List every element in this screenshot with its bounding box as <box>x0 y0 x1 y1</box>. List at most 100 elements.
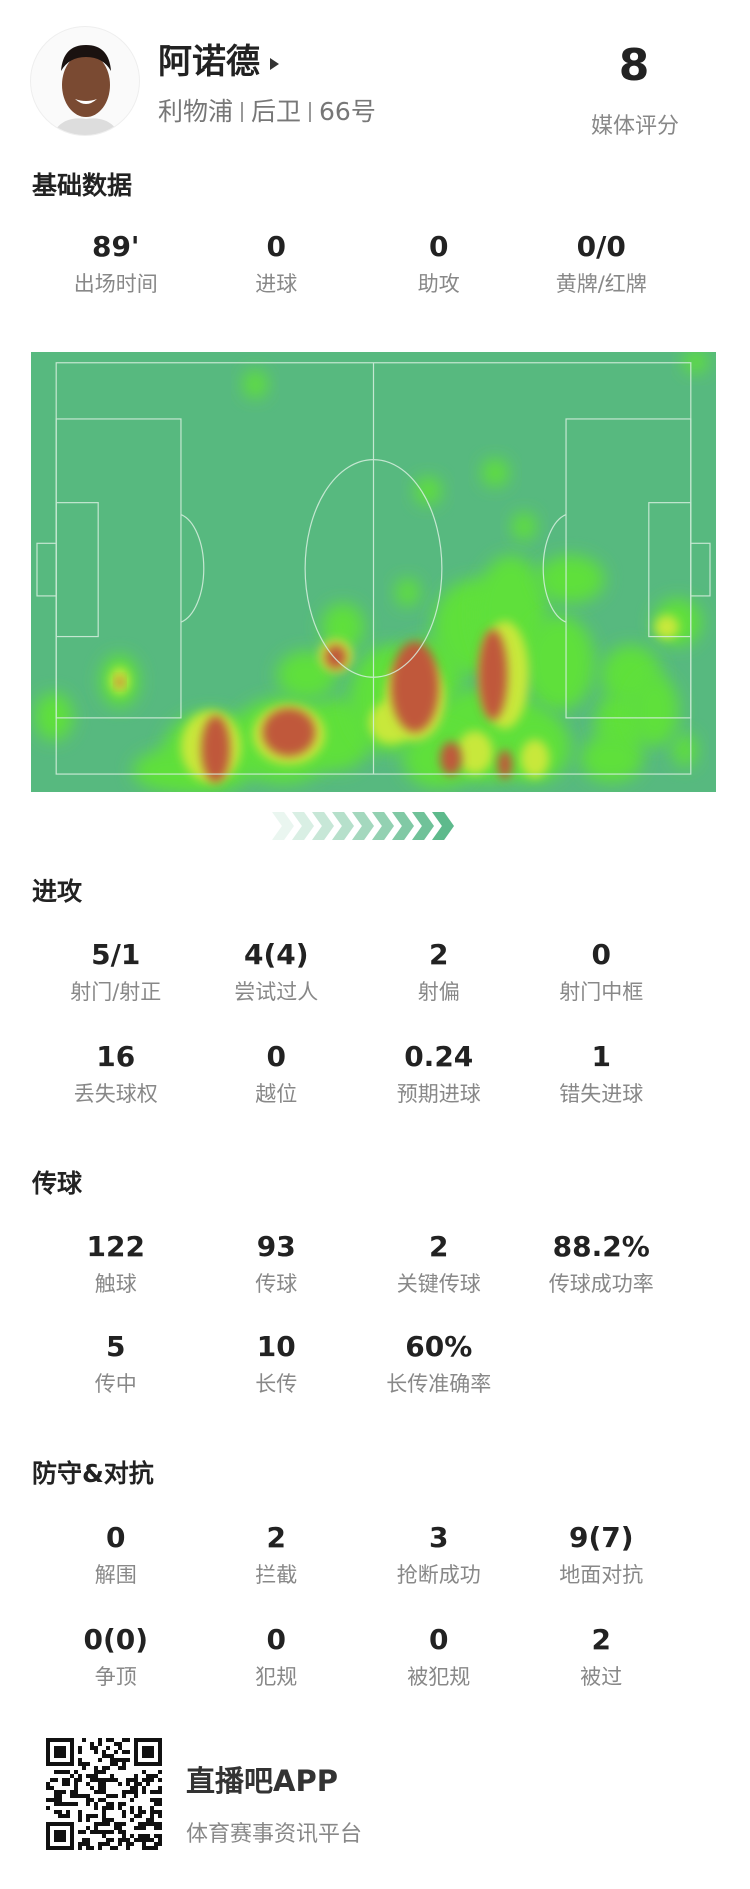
heat-blob-low <box>482 458 509 488</box>
stat-value: 4(4) <box>243 938 309 971</box>
heat-blob-low <box>537 555 605 604</box>
stat-label: 进球 <box>255 272 298 296</box>
stat-item: 0 解围 <box>22 1521 210 1589</box>
heat-blob-high <box>201 715 231 783</box>
chevron-right-icon <box>312 812 334 840</box>
stat-label: 助攻 <box>417 272 460 296</box>
stat-item: 1 错失进球 <box>508 1040 696 1108</box>
section-title-attack: 进攻 <box>32 877 83 906</box>
stat-label: 长传准确率 <box>386 1372 492 1396</box>
stat-label: 传中 <box>94 1372 137 1396</box>
stat-item: 2 关键传球 <box>345 1230 533 1298</box>
heat-blob-low <box>243 369 268 399</box>
stat-item: 89' 出场时间 <box>22 230 210 298</box>
position: 后卫 <box>251 97 302 126</box>
stat-label: 越位 <box>255 1082 298 1106</box>
stat-label: 拦截 <box>255 1563 298 1587</box>
stat-item: 0/0 黄牌/红牌 <box>508 230 696 298</box>
stat-item: 0 犯规 <box>183 1623 371 1691</box>
stat-item: 0 射门中框 <box>508 938 696 1006</box>
heat-blob-low <box>683 349 708 374</box>
stat-value: 5 <box>106 1330 126 1363</box>
stat-item: 2 射偏 <box>345 938 533 1006</box>
heat-blob-low <box>395 577 420 607</box>
stat-value: 0 <box>266 1623 286 1656</box>
heatmap-pitch <box>31 349 716 794</box>
stat-item: 0 助攻 <box>345 230 533 298</box>
stat-item: 88.2% 传球成功率 <box>508 1230 696 1298</box>
stat-value: 9(7) <box>568 1521 634 1554</box>
stat-value: 0/0 <box>576 230 626 263</box>
section-title-basic: 基础数据 <box>32 171 133 200</box>
stat-label: 被过 <box>580 1665 623 1689</box>
heat-blob-high <box>497 750 513 779</box>
chevron-right-icon <box>352 812 374 840</box>
stat-label: 射门中框 <box>559 980 644 1004</box>
attack-stats-row1: 5/1 射门/射正 4(4) 尝试过人 2 射偏 0 射门中框 <box>0 938 750 1006</box>
chevron-right-icon <box>392 812 414 840</box>
stat-value: 16 <box>96 1040 136 1073</box>
passing-stats-row1: 122 触球 93 传球 2 关键传球 88.2% 传球成功率 <box>0 1230 750 1298</box>
app-slogan: 体育赛事资讯平台 <box>186 1822 363 1847</box>
heat-blob-high <box>116 677 124 687</box>
stat-label: 传球 <box>255 1272 298 1296</box>
stat-item: 93 传球 <box>183 1230 371 1298</box>
stat-value: 89' <box>91 230 140 263</box>
basic-stats: 89' 出场时间 0 进球 0 助攻 0/0 黄牌/红牌 <box>0 230 750 298</box>
stat-value: 0 <box>591 938 611 971</box>
stat-value: 0.24 <box>404 1040 474 1073</box>
player-name[interactable]: 阿诺德 <box>158 34 279 83</box>
attack-direction-arrows <box>272 812 454 840</box>
heat-blob-high <box>390 641 439 733</box>
heat-blob-low <box>34 692 73 741</box>
chevron-right-icon <box>272 812 294 840</box>
player-name-text: 阿诺德 <box>158 42 260 82</box>
stat-value: 93 <box>256 1230 296 1263</box>
stat-label: 出场时间 <box>73 272 158 296</box>
heat-blob-low <box>522 615 595 711</box>
stat-value: 0 <box>266 1040 286 1073</box>
heat-blob-high <box>440 741 462 776</box>
divider <box>241 102 244 122</box>
shirt-number: 66号 <box>319 97 376 126</box>
stat-item: 2 被过 <box>508 1623 696 1691</box>
heat-blob-low <box>512 512 537 541</box>
stat-item: 4(4) 尝试过人 <box>183 938 371 1006</box>
heat-blob-low <box>580 734 643 783</box>
chevron-right-icon <box>372 812 394 840</box>
player-meta: 利物浦 后卫 66号 <box>158 92 376 128</box>
qr-code-icon <box>46 1738 162 1850</box>
heat-blob-low <box>414 476 442 506</box>
stat-item: 5/1 射门/射正 <box>22 938 210 1006</box>
stat-value: 88.2% <box>552 1230 650 1263</box>
stat-label: 被犯规 <box>407 1665 471 1689</box>
stat-value: 2 <box>266 1521 286 1554</box>
attack-stats-row2: 16 丢失球权 0 越位 0.24 预期进球 1 错失进球 <box>0 1040 750 1108</box>
stat-label: 预期进球 <box>396 1082 481 1106</box>
chevron-right-icon <box>412 812 434 840</box>
stat-value: 1 <box>591 1040 611 1073</box>
passing-stats-row2: 5 传中 10 长传 60% 长传准确率 <box>0 1330 750 1398</box>
heat-blob-mid <box>456 731 493 775</box>
media-rating: 8 <box>618 40 650 91</box>
stat-value: 2 <box>429 938 449 971</box>
media-rating-label: 媒体评分 <box>590 114 679 139</box>
stat-label: 争顶 <box>94 1665 137 1689</box>
stat-value: 10 <box>256 1330 296 1363</box>
heat-blob-mid <box>654 615 679 639</box>
caret-right-icon <box>270 57 279 70</box>
section-title-passing: 传球 <box>32 1169 83 1198</box>
stat-value: 0 <box>266 230 286 263</box>
player-avatar[interactable] <box>30 26 140 136</box>
stat-label: 黄牌/红牌 <box>555 272 647 296</box>
app-name: 直播吧APP <box>186 1764 338 1798</box>
stat-label: 解围 <box>94 1563 137 1587</box>
stat-value: 3 <box>429 1521 449 1554</box>
stat-label: 射偏 <box>417 980 460 1004</box>
stat-label: 尝试过人 <box>234 980 319 1004</box>
heat-blob-low <box>672 733 697 767</box>
heatmap-layer <box>34 349 708 794</box>
stat-value: 2 <box>429 1230 449 1263</box>
stat-label: 地面对抗 <box>559 1563 644 1587</box>
stat-item: 16 丢失球权 <box>22 1040 210 1108</box>
